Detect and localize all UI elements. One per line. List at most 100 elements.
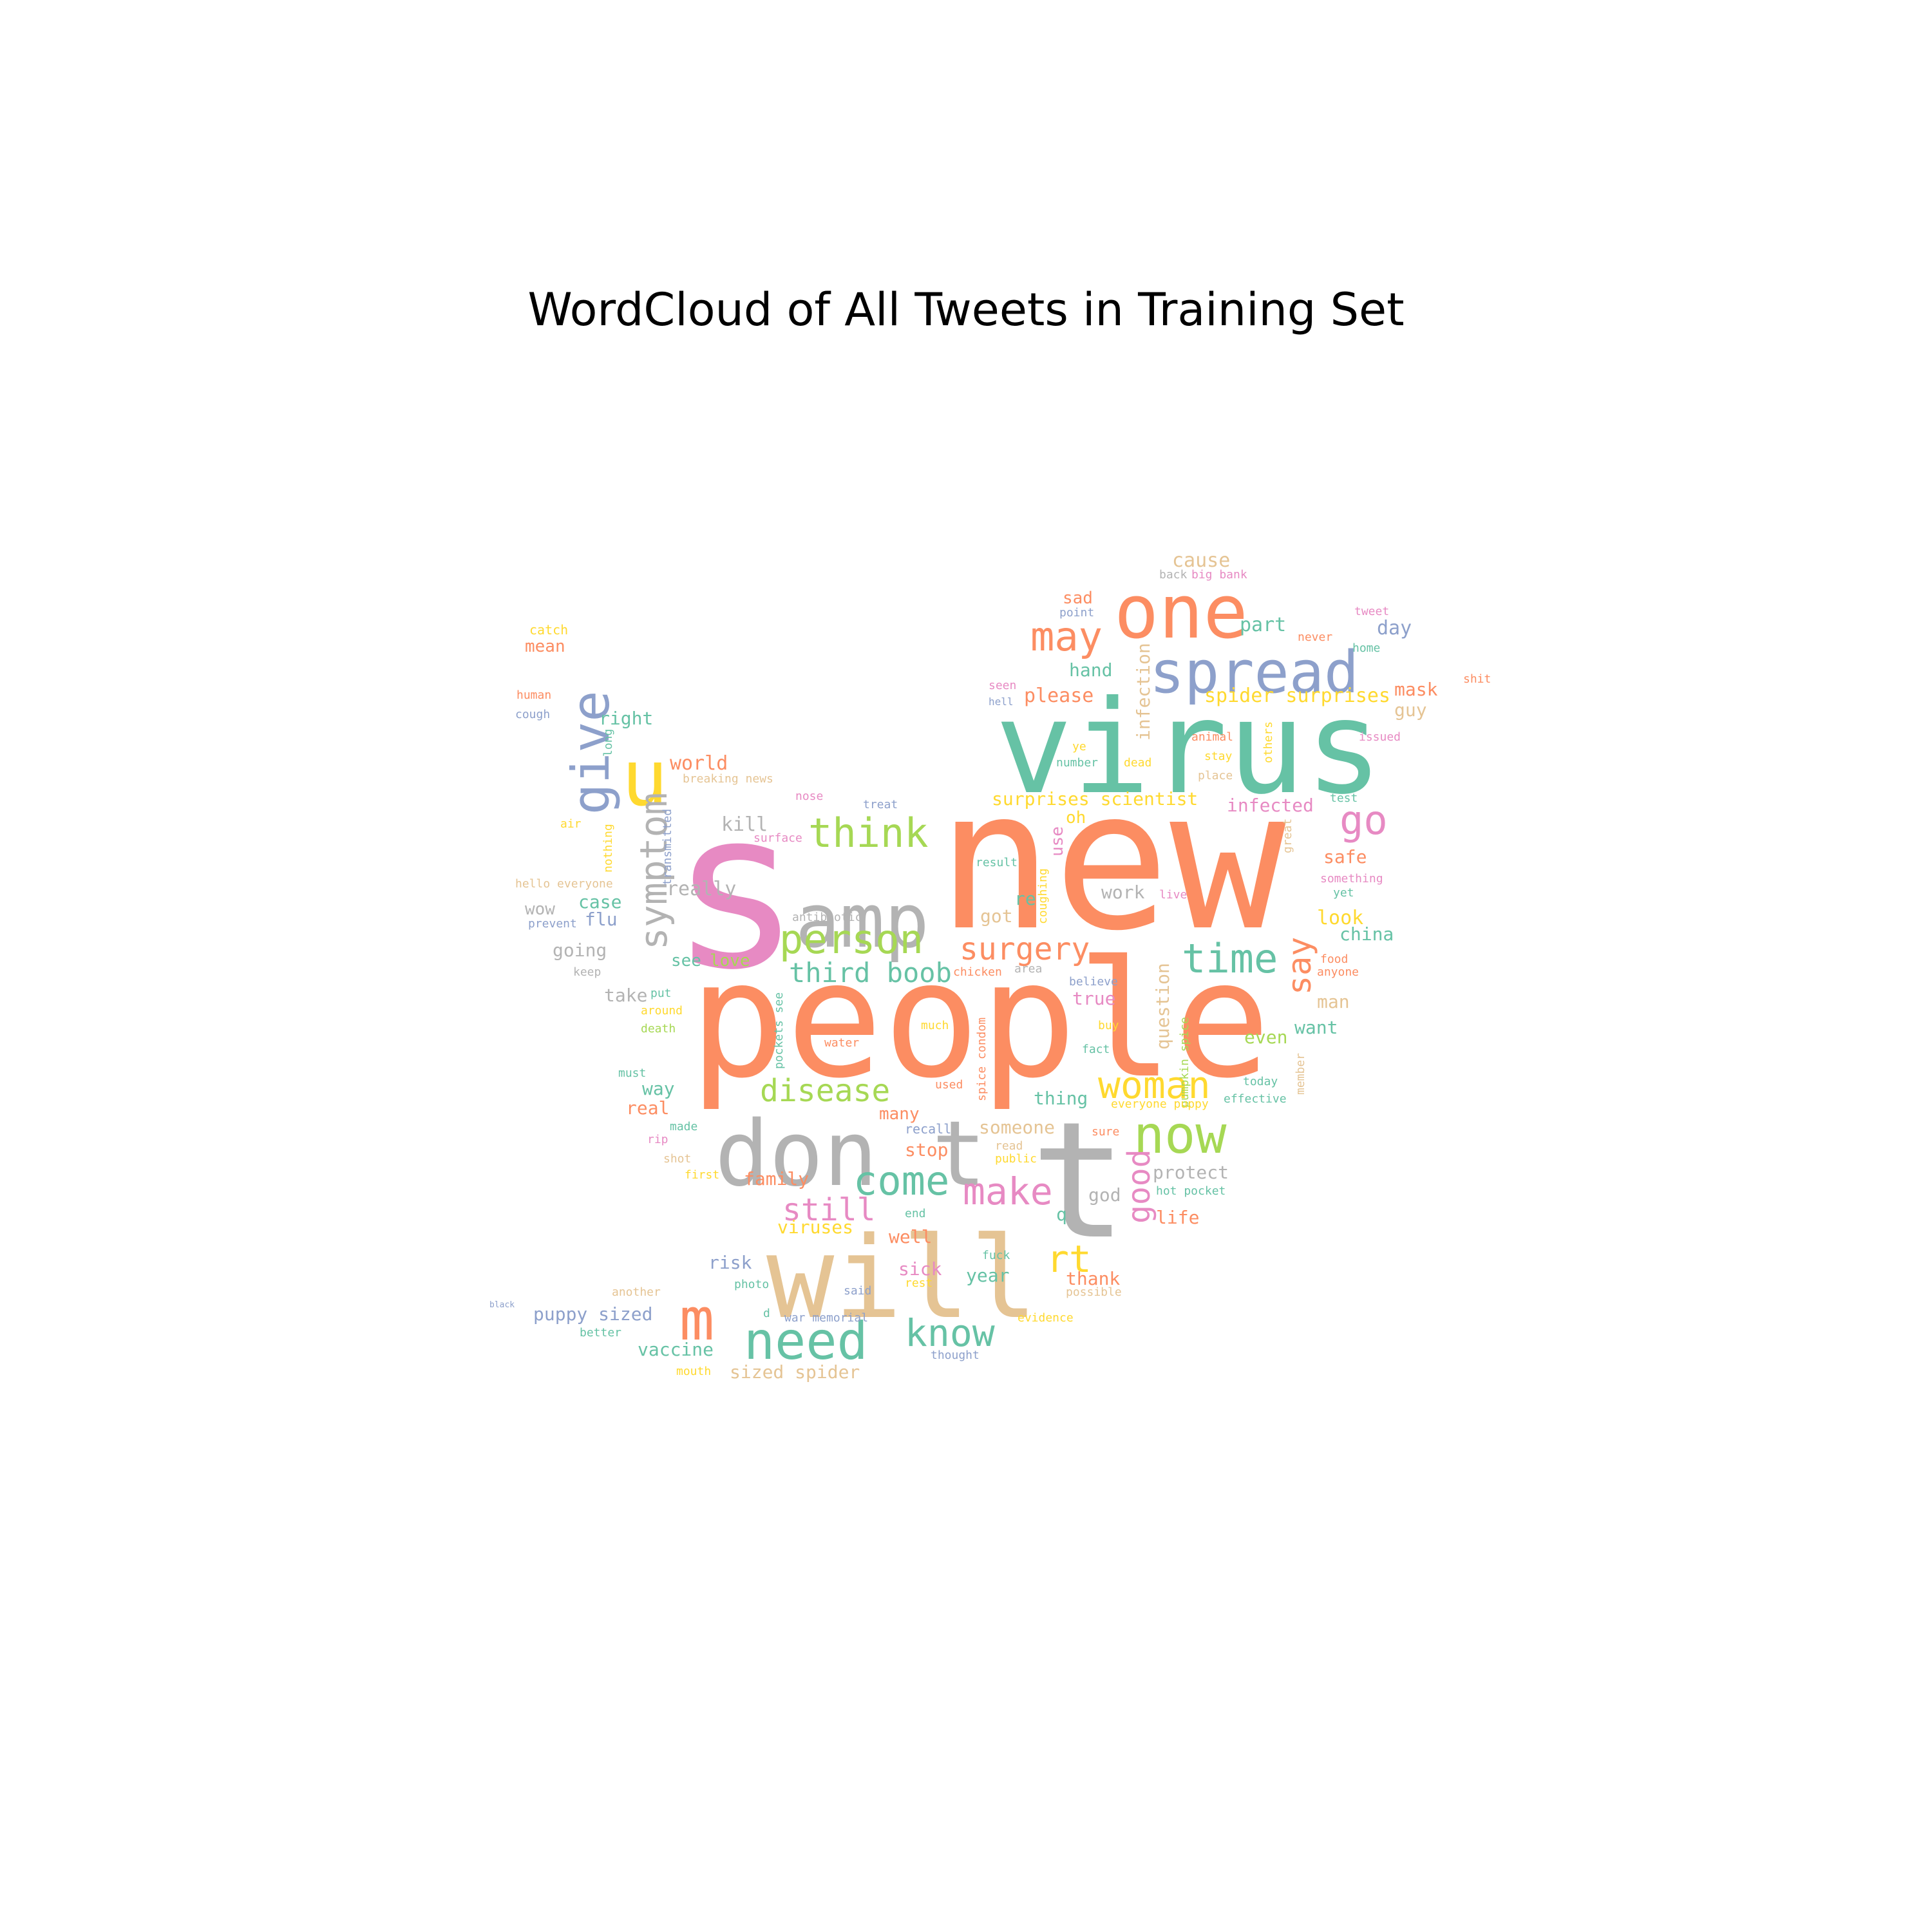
word-yet: yet (1333, 886, 1354, 900)
word-never: never (1298, 630, 1332, 644)
word-around: around (641, 1004, 683, 1018)
word-go: go (1340, 797, 1388, 844)
word-part: part (1240, 614, 1286, 636)
word-people: people (689, 926, 1271, 1113)
word-spider-surprises: spider surprises (1204, 685, 1390, 707)
word-tweet: tweet (1354, 605, 1389, 618)
word-sad: sad (1063, 589, 1093, 608)
word-m: m (679, 1286, 714, 1354)
word-surface: surface (753, 831, 802, 845)
word-use: use (1048, 826, 1067, 857)
word-fuck: fuck (982, 1249, 1010, 1262)
word-one: one (1114, 569, 1248, 656)
word-china: china (1340, 923, 1394, 945)
word-work: work (1101, 882, 1145, 903)
word-nothing: nothing (601, 824, 615, 873)
word-live: live (1159, 888, 1187, 902)
word-infection: infection (1133, 643, 1154, 741)
word-rip: rip (647, 1133, 668, 1146)
word-everyone-puppy: everyone puppy (1111, 1097, 1209, 1111)
word-rt: rt (1046, 1237, 1092, 1281)
word-human: human (516, 688, 551, 702)
word-seen: seen (989, 679, 1016, 692)
word-thought: thought (931, 1349, 980, 1362)
word-year: year (966, 1265, 1009, 1286)
word-mean: mean (525, 637, 565, 656)
word-need: need (744, 1311, 868, 1371)
word-prevent: prevent (528, 917, 577, 931)
word-life: life (1156, 1207, 1199, 1228)
word-think: think (808, 810, 929, 857)
word-number: number (1056, 756, 1098, 770)
word-food: food (1320, 952, 1348, 966)
word-safe: safe (1323, 846, 1367, 867)
word-u: u (621, 734, 668, 824)
word-new: new (937, 748, 1287, 973)
word-kill: kill (721, 813, 768, 836)
word-cough: cough (515, 708, 550, 721)
word-sized-spider: sized spider (730, 1361, 860, 1383)
word-mask: mask (1394, 679, 1438, 700)
word-shit: shit (1463, 672, 1491, 686)
word-nose: nose (795, 790, 823, 803)
word-animal: animal (1191, 730, 1233, 744)
word-effective: effective (1224, 1092, 1287, 1106)
word-much: much (921, 1019, 949, 1032)
word-make: make (963, 1170, 1053, 1213)
word-long: long (601, 729, 615, 757)
word-virus: virus (995, 673, 1383, 823)
word-member: member (1294, 1053, 1307, 1095)
word-day: day (1377, 617, 1412, 639)
word-real: real (626, 1097, 669, 1119)
word-s: s (670, 763, 802, 1018)
word-give: give (561, 690, 621, 815)
word-come: come (853, 1157, 949, 1204)
word-flu: flu (585, 909, 618, 930)
word-buy: buy (1098, 1019, 1119, 1032)
word-god: god (1088, 1184, 1121, 1206)
word-surgery: surgery (960, 931, 1090, 967)
word-air: air (560, 817, 582, 831)
word-stay: stay (1204, 750, 1233, 763)
word-mouth: mouth (676, 1365, 711, 1378)
word-public: public (995, 1152, 1037, 1166)
word-sick: sick (898, 1258, 942, 1280)
word-put: put (650, 987, 672, 1000)
word-black: black (489, 1300, 515, 1310)
word-surprises-scientist: surprises scientist (992, 788, 1198, 810)
word-hell: hell (989, 696, 1014, 708)
word-water: water (824, 1036, 859, 1050)
word-know: know (905, 1311, 995, 1355)
word-got: got (980, 905, 1013, 927)
word-t: t (1030, 1087, 1128, 1274)
word-d: d (763, 1307, 770, 1320)
word-antibiotic: antibiotic (792, 911, 862, 924)
word-spread: spread (1150, 639, 1359, 706)
word-something: something (1320, 872, 1383, 886)
word-way: way (642, 1078, 675, 1099)
word-death: death (641, 1022, 676, 1036)
word-symptom: symptom (632, 793, 676, 950)
word-anyone: anyone (1317, 965, 1359, 979)
word-may: may (1030, 613, 1103, 660)
word-protect: protect (1153, 1162, 1229, 1183)
word-hello-everyone: hello everyone (515, 877, 613, 891)
word-please: please (1024, 685, 1094, 707)
word-hand: hand (1069, 659, 1112, 681)
word-shot: shot (663, 1152, 691, 1166)
word-chicken: chicken (953, 965, 1002, 979)
word-oh: oh (1066, 808, 1086, 828)
word-recall: recall (905, 1121, 951, 1137)
word-coughing: coughing (1036, 868, 1050, 924)
word-many: many (879, 1104, 920, 1124)
word-man: man (1317, 991, 1350, 1012)
word-well: well (889, 1226, 932, 1247)
word-evidence: evidence (1018, 1311, 1074, 1325)
word-case: case (578, 891, 621, 913)
word-cause: cause (1172, 549, 1230, 572)
word-don-t: don t (715, 1102, 986, 1207)
word-question: question (1152, 963, 1173, 1050)
word-made: made (670, 1120, 697, 1133)
word-re: re (1014, 888, 1036, 909)
